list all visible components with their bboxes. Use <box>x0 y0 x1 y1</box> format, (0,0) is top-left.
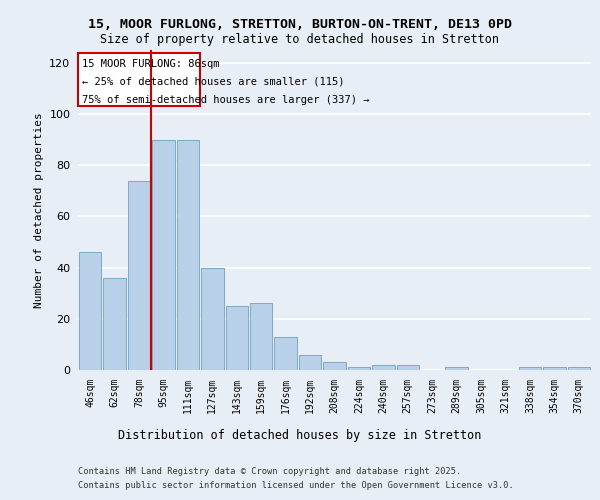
FancyBboxPatch shape <box>79 52 200 106</box>
Bar <box>226 306 248 370</box>
Bar <box>347 368 370 370</box>
Bar <box>568 368 590 370</box>
Text: 75% of semi-detached houses are larger (337) →: 75% of semi-detached houses are larger (… <box>82 95 370 105</box>
Text: Distribution of detached houses by size in Stretton: Distribution of detached houses by size … <box>118 430 482 442</box>
Bar <box>103 278 126 370</box>
Bar <box>372 365 395 370</box>
Bar <box>250 304 272 370</box>
Text: Contains HM Land Registry data © Crown copyright and database right 2025.: Contains HM Land Registry data © Crown c… <box>78 467 461 476</box>
Bar <box>323 362 346 370</box>
Y-axis label: Number of detached properties: Number of detached properties <box>34 112 44 308</box>
Bar <box>445 368 468 370</box>
Text: ← 25% of detached houses are smaller (115): ← 25% of detached houses are smaller (11… <box>82 77 344 87</box>
Bar <box>152 140 175 370</box>
Text: Size of property relative to detached houses in Stretton: Size of property relative to detached ho… <box>101 33 499 46</box>
Bar <box>299 354 322 370</box>
Text: 15, MOOR FURLONG, STRETTON, BURTON-ON-TRENT, DE13 0PD: 15, MOOR FURLONG, STRETTON, BURTON-ON-TR… <box>88 18 512 30</box>
Bar <box>397 365 419 370</box>
Text: 15 MOOR FURLONG: 86sqm: 15 MOOR FURLONG: 86sqm <box>82 59 220 69</box>
Bar <box>128 180 151 370</box>
Bar <box>518 368 541 370</box>
Bar <box>79 252 101 370</box>
Bar <box>176 140 199 370</box>
Bar <box>274 336 297 370</box>
Text: Contains public sector information licensed under the Open Government Licence v3: Contains public sector information licen… <box>78 481 514 490</box>
Bar <box>543 368 566 370</box>
Bar <box>201 268 224 370</box>
